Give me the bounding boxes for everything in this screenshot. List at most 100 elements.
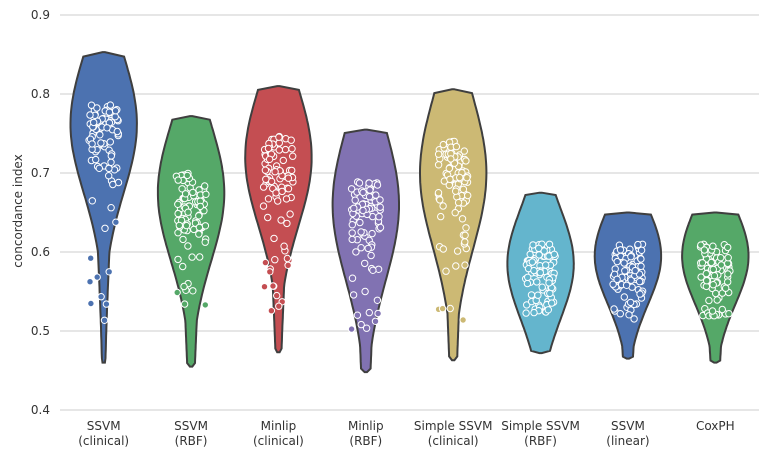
data-point	[86, 278, 94, 286]
data-point	[352, 248, 360, 256]
data-point	[266, 268, 274, 276]
violin-body	[156, 115, 226, 368]
data-point	[188, 253, 196, 261]
data-point	[524, 273, 532, 281]
x-tick-label: SSVM	[174, 419, 208, 433]
data-point	[348, 274, 357, 282]
data-point	[196, 202, 205, 211]
data-point	[195, 230, 203, 238]
data-point	[179, 262, 187, 271]
data-point	[536, 268, 544, 277]
data-point	[357, 244, 365, 252]
data-point	[718, 289, 727, 297]
data-point	[705, 296, 713, 305]
data-point	[376, 203, 384, 211]
data-point	[454, 198, 463, 207]
data-point	[373, 181, 382, 189]
data-point	[626, 298, 635, 307]
data-point	[195, 212, 203, 220]
data-point	[87, 254, 95, 262]
violin-body	[69, 51, 138, 364]
data-point	[273, 291, 281, 300]
x-tick-label: Simple SSVM	[414, 419, 493, 433]
data-point	[180, 300, 189, 308]
data-point	[364, 244, 372, 253]
data-point	[698, 259, 707, 267]
data-point	[445, 181, 453, 189]
data-point	[86, 111, 94, 119]
data-point	[174, 229, 182, 237]
x-tick-sublabel: (RBF)	[349, 434, 382, 448]
data-point	[712, 289, 720, 298]
data-point	[616, 310, 624, 318]
data-point	[262, 175, 270, 184]
data-point	[622, 281, 631, 289]
data-point	[357, 320, 365, 329]
data-point	[446, 304, 454, 313]
data-point	[359, 206, 367, 215]
data-point	[347, 325, 356, 333]
data-point	[349, 291, 358, 299]
data-point	[174, 209, 182, 218]
data-point	[105, 172, 113, 180]
x-tick-label: SSVM	[87, 419, 121, 433]
data-point	[87, 299, 95, 308]
data-point	[528, 258, 536, 266]
data-point	[278, 187, 286, 196]
data-point	[546, 289, 554, 298]
data-point	[545, 240, 554, 249]
data-point	[717, 254, 725, 262]
data-point	[545, 279, 553, 287]
x-tick-sublabel: (RBF)	[524, 434, 557, 448]
data-point	[201, 238, 209, 246]
data-point	[90, 118, 98, 127]
y-tick-label: 0.6	[31, 245, 50, 259]
data-point	[101, 224, 109, 233]
x-tick-label: Simple SSVM	[501, 419, 580, 433]
data-point	[725, 310, 733, 318]
data-point	[105, 164, 113, 173]
data-point	[613, 257, 621, 266]
data-point	[178, 185, 186, 193]
x-tick-label: CoxPH	[696, 419, 735, 433]
data-point	[288, 166, 296, 175]
data-point	[97, 293, 105, 301]
data-point	[271, 168, 279, 176]
data-point	[107, 204, 115, 212]
data-point	[709, 242, 717, 250]
data-point	[88, 197, 97, 205]
data-point	[456, 173, 464, 182]
data-point	[437, 212, 445, 221]
data-point	[368, 229, 376, 238]
data-point	[361, 287, 369, 296]
data-point	[703, 277, 711, 285]
y-tick-labels: 0.4 0.5 0.6 0.7 0.8 0.9	[31, 8, 50, 417]
data-point	[184, 242, 192, 250]
data-point	[627, 276, 635, 284]
data-point	[452, 262, 460, 270]
data-point	[113, 127, 122, 136]
data-point	[439, 202, 447, 210]
data-point	[637, 246, 646, 255]
data-point	[112, 218, 120, 226]
data-point	[280, 242, 288, 250]
y-tick-label: 0.7	[31, 166, 50, 180]
data-point	[523, 279, 532, 288]
data-point	[637, 262, 645, 270]
data-point	[452, 142, 461, 151]
data-point	[173, 288, 181, 297]
data-point	[100, 316, 109, 324]
data-point	[357, 228, 365, 236]
y-tick-label: 0.5	[31, 324, 50, 338]
data-point	[464, 191, 472, 200]
data-point	[702, 269, 710, 278]
data-point	[275, 133, 283, 141]
data-point	[260, 283, 269, 291]
data-point	[201, 182, 209, 190]
data-point	[189, 287, 197, 295]
data-point	[710, 272, 719, 280]
data-point	[106, 138, 115, 146]
data-point	[361, 259, 369, 268]
data-point	[275, 302, 283, 310]
data-point	[461, 261, 469, 269]
